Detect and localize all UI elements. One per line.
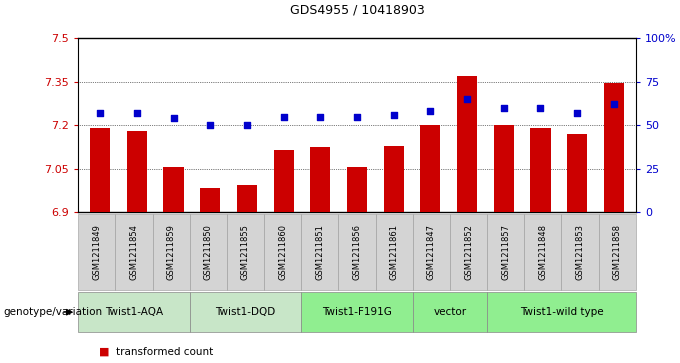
Point: [388, 112, 399, 118]
Text: GSM1211854: GSM1211854: [129, 224, 139, 280]
Text: GSM1211848: GSM1211848: [539, 224, 547, 280]
Text: GSM1211857: GSM1211857: [501, 224, 510, 280]
Point: [205, 122, 216, 128]
Bar: [494, 125, 514, 212]
Text: genotype/variation: genotype/variation: [3, 307, 103, 317]
Text: GSM1211859: GSM1211859: [167, 224, 175, 280]
Text: GSM1211847: GSM1211847: [427, 224, 436, 280]
Text: Twist1-F191G: Twist1-F191G: [322, 307, 392, 317]
Point: [168, 115, 179, 121]
Point: [131, 110, 142, 116]
Point: [278, 114, 289, 119]
Bar: [347, 167, 367, 212]
Text: Twist1-wild type: Twist1-wild type: [520, 307, 603, 317]
Bar: [273, 150, 294, 212]
Bar: [237, 185, 257, 212]
Point: [425, 109, 436, 114]
Text: GSM1211860: GSM1211860: [278, 224, 287, 280]
Text: Twist1-DQD: Twist1-DQD: [216, 307, 275, 317]
Text: GSM1211851: GSM1211851: [316, 224, 324, 280]
Text: GSM1211852: GSM1211852: [464, 224, 473, 280]
Point: [352, 114, 362, 119]
Text: GSM1211850: GSM1211850: [204, 224, 213, 280]
Text: vector: vector: [433, 307, 466, 317]
Point: [462, 96, 473, 102]
Bar: [126, 131, 147, 212]
Point: [241, 122, 252, 128]
Bar: [567, 134, 588, 212]
Text: transformed count: transformed count: [116, 347, 213, 357]
Text: GSM1211849: GSM1211849: [92, 224, 101, 280]
Bar: [90, 128, 110, 212]
Point: [572, 110, 583, 116]
Bar: [420, 125, 441, 212]
Point: [498, 105, 509, 111]
Text: GSM1211856: GSM1211856: [352, 224, 362, 280]
Text: GSM1211853: GSM1211853: [575, 224, 585, 280]
Bar: [604, 83, 624, 212]
Bar: [530, 128, 551, 212]
Bar: [310, 147, 330, 212]
Bar: [200, 188, 220, 212]
Text: ■: ■: [99, 347, 109, 357]
Text: GSM1211861: GSM1211861: [390, 224, 398, 280]
Bar: [163, 167, 184, 212]
Point: [609, 101, 619, 107]
Point: [315, 114, 326, 119]
Text: Twist1-AQA: Twist1-AQA: [105, 307, 163, 317]
Text: GDS4955 / 10418903: GDS4955 / 10418903: [290, 3, 424, 16]
Bar: [457, 76, 477, 212]
Point: [95, 110, 105, 116]
Point: [535, 105, 546, 111]
Text: GSM1211858: GSM1211858: [613, 224, 622, 280]
Bar: [384, 146, 404, 212]
Text: GSM1211855: GSM1211855: [241, 224, 250, 280]
